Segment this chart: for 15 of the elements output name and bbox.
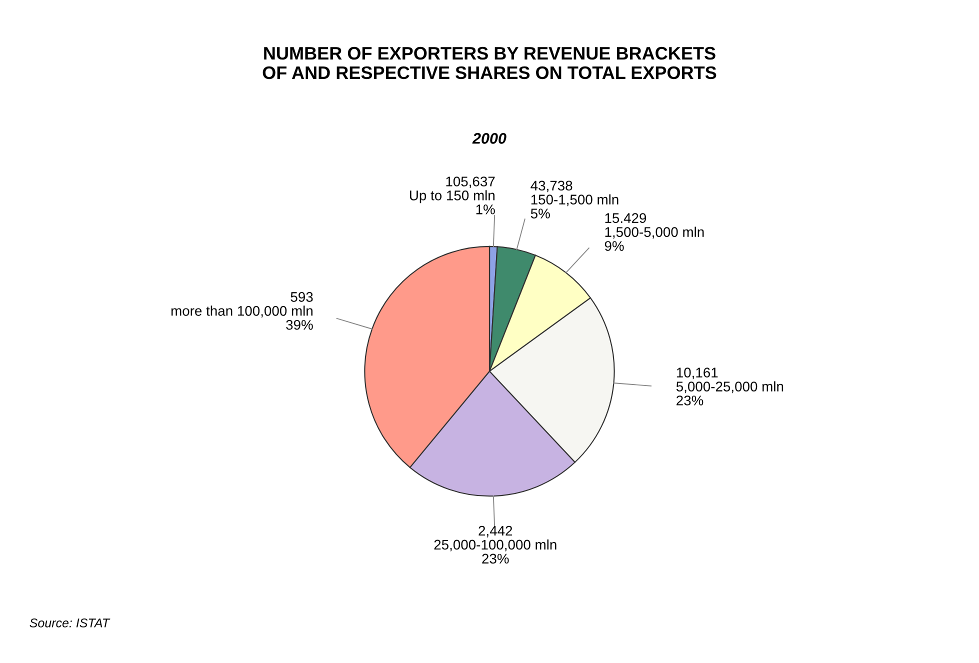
slice-label: 10,161 5,000-25,000 mln xyxy=(676,368,784,394)
slice-label: 593 more than 100,000 mln xyxy=(171,292,313,318)
data-label: 1% xyxy=(476,204,495,214)
data-label: 23% xyxy=(482,554,509,564)
data-label: 23% xyxy=(676,396,704,406)
data-label: 39% xyxy=(286,320,313,330)
chart-subtitle: 2000 xyxy=(472,133,506,144)
slice-label: 105,637 Up to 150 mln xyxy=(410,176,495,204)
data-label: 9% xyxy=(604,241,624,251)
slice-label: 15.429 1,500-5,000 mln xyxy=(605,213,704,239)
chart-title: NUMBER OF EXPORTERS BY REVENUE BRACKETS OF AND RESPECTIVE SHARES ON TOTAL EXPORTS xyxy=(262,46,716,80)
slice-label: 2,442 25,000-100,000 mln xyxy=(434,526,556,552)
slice-label: 43,738 150-1,500 mln xyxy=(530,180,618,206)
data-label: 5% xyxy=(530,208,550,218)
source-note: Source: ISTAT xyxy=(30,618,110,628)
